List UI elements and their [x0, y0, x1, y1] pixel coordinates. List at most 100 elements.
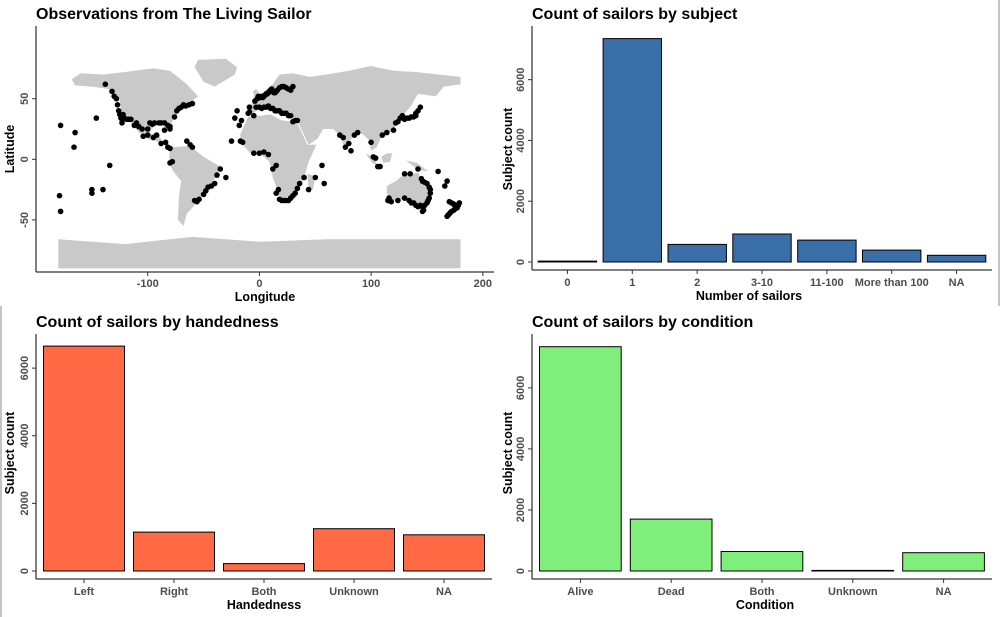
observation-point — [418, 175, 425, 182]
world-landmass — [58, 58, 461, 269]
observation-point — [321, 180, 328, 187]
observation-point — [442, 183, 448, 189]
subject-y-tick-label: 4000 — [515, 128, 527, 152]
observation-point — [368, 139, 374, 146]
handedness-x-tick-label: Right — [160, 586, 188, 598]
observation-point — [340, 134, 347, 141]
observation-point — [444, 178, 450, 184]
observation-point — [426, 195, 433, 201]
observation-point — [407, 171, 414, 177]
handedness-y-tick-label: 4000 — [19, 423, 31, 447]
observation-point — [161, 127, 168, 133]
handedness-bar-na — [403, 534, 485, 572]
land-borneo — [381, 153, 393, 163]
observation-point — [390, 127, 397, 133]
land-greenland — [194, 58, 238, 87]
observation-point — [223, 174, 229, 181]
land-africa — [240, 114, 317, 202]
handedness-chart-panel: Count of sailors by handedness Left Right… — [3, 314, 492, 612]
subject-x-tick-label: NA — [949, 277, 965, 289]
handedness-y-tick-label: 6000 — [19, 356, 31, 380]
handedness-bar-left — [43, 345, 125, 572]
observation-point — [56, 192, 63, 199]
handedness-x-ticks: Left Right Both Unknown NA — [74, 579, 452, 598]
observation-point — [217, 166, 224, 172]
observation-point — [444, 213, 450, 220]
condition-chart-title: Count of sailors by condition — [532, 314, 753, 331]
subject-bar-more-than-100 — [862, 249, 922, 263]
observation-point — [261, 149, 267, 155]
land-eurasia — [248, 66, 461, 151]
observation-point — [319, 162, 325, 169]
handedness-x-tick-label: Unknown — [329, 586, 379, 598]
map-y-tick-label: 0 — [19, 156, 31, 162]
subject-y-tick-label: 6000 — [515, 67, 527, 91]
observation-point — [167, 160, 173, 166]
observation-point — [401, 171, 408, 177]
map-title: Observations from The Living Sailor — [36, 6, 312, 23]
subject-bar-1 — [602, 38, 662, 263]
subject-bar-2 — [667, 243, 727, 263]
observation-point — [89, 190, 95, 196]
handedness-chart-title: Count of sailors by handedness — [36, 314, 279, 331]
subject-y-axis-title: Subject count — [501, 107, 515, 190]
condition-x-tick-label: Dead — [658, 586, 685, 598]
subject-x-tick-label: 3-10 — [751, 277, 773, 289]
map-x-axis-title: Longitude — [235, 290, 295, 304]
observation-point — [93, 115, 100, 121]
map-x-tick-label: 0 — [256, 278, 262, 290]
observation-point — [128, 116, 134, 123]
map-x-tick-label: 200 — [474, 278, 492, 290]
observation-point — [144, 126, 151, 132]
subject-bars — [537, 38, 987, 263]
observation-point — [214, 172, 220, 178]
observation-point — [384, 129, 390, 136]
handedness-y-axis-title: Subject count — [3, 411, 17, 494]
condition-y-axis-title: Subject count — [501, 411, 515, 494]
observation-point — [196, 196, 202, 203]
observation-point — [312, 174, 319, 181]
land-sumatra — [365, 153, 378, 167]
handedness-y-tick-label: 2000 — [19, 491, 31, 515]
observation-point — [109, 88, 115, 95]
observation-point — [232, 115, 238, 121]
observation-point — [270, 166, 276, 172]
observation-point — [72, 129, 78, 136]
observation-point — [151, 120, 158, 126]
observation-point — [294, 185, 301, 192]
map-x-tick-label: -100 — [137, 278, 159, 290]
observation-point — [305, 186, 312, 193]
observation-point — [287, 112, 294, 119]
subject-chart-title: Count of sailors by subject — [532, 6, 738, 23]
condition-y-tick-label: 0 — [515, 568, 527, 574]
observation-point — [290, 83, 296, 90]
observation-point — [388, 198, 395, 205]
handedness-x-axis-title: Handedness — [227, 598, 301, 612]
observation-point — [144, 132, 151, 138]
observation-point — [162, 139, 169, 146]
land-antarctica — [58, 236, 461, 269]
map-y-tick-label: -50 — [19, 212, 31, 228]
subject-bar-11-100 — [797, 239, 857, 263]
observation-point — [140, 133, 146, 140]
condition-x-ticks: Alive Dead Both Unknown NA — [567, 579, 952, 598]
observation-point — [237, 138, 244, 144]
observation-point — [273, 162, 280, 169]
subject-bar-0 — [537, 260, 598, 263]
handedness-bar-unknown — [313, 528, 395, 572]
observation-point — [238, 117, 245, 124]
observation-point — [401, 195, 408, 201]
map-y-tick-label: 50 — [19, 93, 31, 105]
observation-point — [342, 144, 349, 150]
observation-point — [167, 145, 173, 152]
subject-bar-na — [926, 254, 987, 263]
handedness-x-tick-label: Left — [74, 586, 95, 598]
map-y-axis-title: Latitude — [3, 125, 17, 174]
observation-point — [346, 140, 352, 147]
land-new-guinea — [405, 160, 429, 172]
land-south-america — [168, 146, 221, 226]
observation-point — [158, 140, 164, 147]
observation-point — [246, 109, 253, 115]
map-panel: Observations from The Living Sailor -100… — [3, 6, 494, 304]
